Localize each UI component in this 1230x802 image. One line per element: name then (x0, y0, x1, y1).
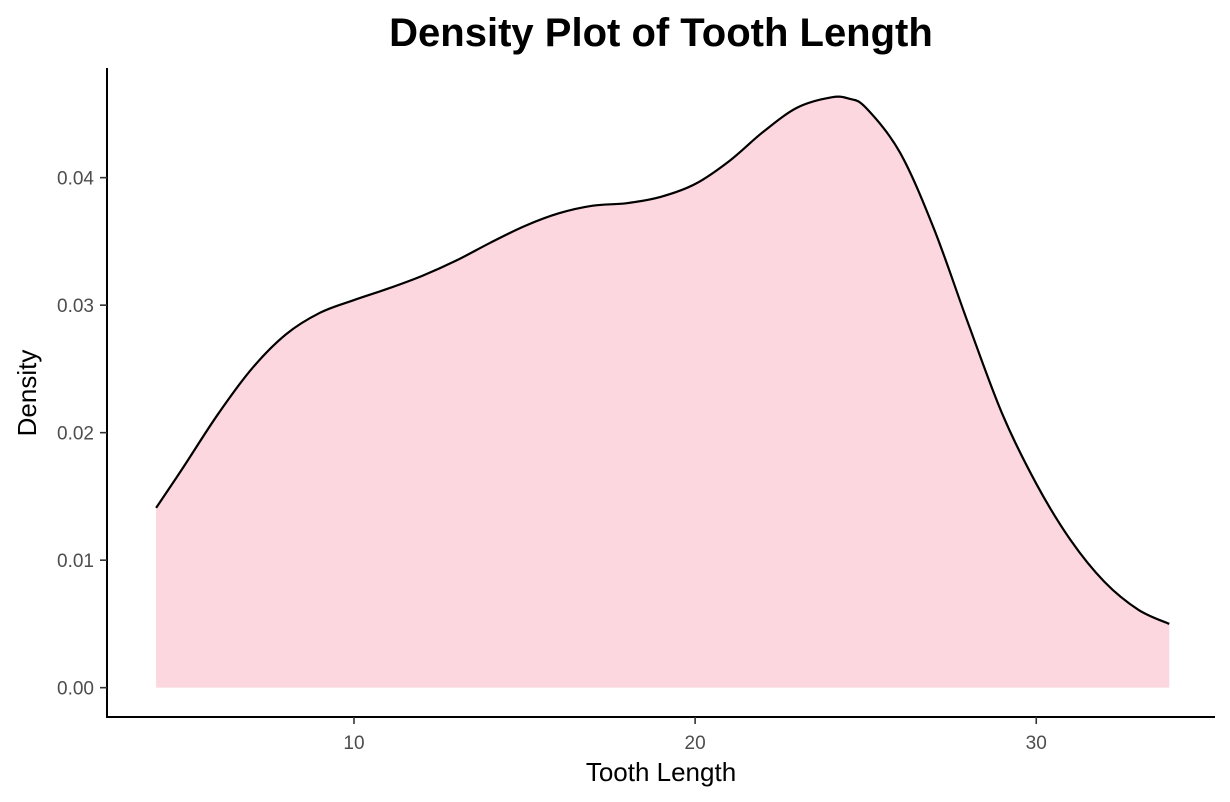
x-axis-ticks: 10 20 30 (343, 717, 1047, 754)
x-tick-label: 10 (343, 733, 364, 754)
x-tick-label: 30 (1026, 733, 1047, 754)
y-axis-ticks: 0.00 0.01 0.02 0.03 0.04 (57, 169, 107, 700)
plot-area (155, 95, 1170, 688)
y-tick-label: 0.00 (57, 679, 94, 700)
y-tick-label: 0.03 (57, 296, 94, 317)
x-tick-label: 20 (685, 733, 706, 754)
density-area-fill (156, 96, 1170, 688)
y-axis-title: Density (12, 350, 42, 437)
y-tick-label: 0.02 (57, 424, 94, 445)
y-tick-label: 0.01 (57, 551, 94, 572)
x-axis-title: Tooth Length (586, 757, 736, 787)
density-curve (155, 95, 1170, 625)
chart-title: Density Plot of Tooth Length (389, 11, 933, 55)
y-tick-label: 0.04 (57, 169, 94, 190)
